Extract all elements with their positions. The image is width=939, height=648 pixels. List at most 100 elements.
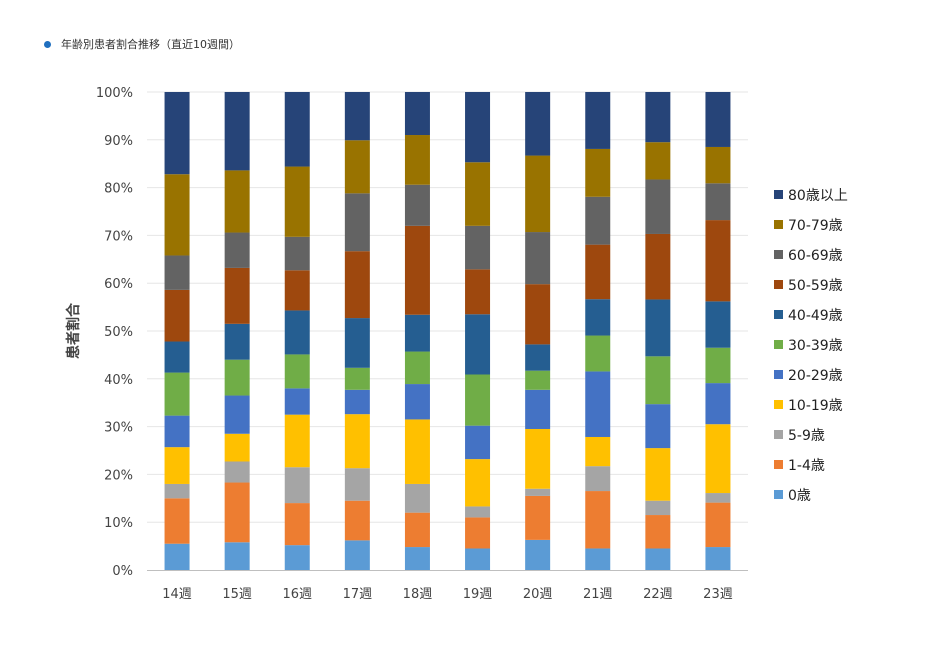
bar-segment (585, 244, 611, 300)
bar-segment (224, 92, 250, 171)
legend-label: 5-9歳 (788, 428, 825, 444)
bar-segment (164, 498, 190, 544)
legend-swatch (774, 460, 783, 469)
y-tick-label: 40% (104, 373, 133, 388)
bar-segment (284, 545, 310, 570)
bar-segment (164, 415, 190, 448)
y-axis-label: 患者割合 (65, 302, 82, 359)
bar-segment (284, 310, 310, 355)
bar-segment (344, 540, 370, 570)
bar-segment (525, 284, 551, 345)
bar-segment (164, 447, 190, 484)
legend-label: 30-39歳 (788, 338, 843, 354)
bar-segment (284, 467, 310, 504)
bar-segment (525, 370, 551, 390)
bar-segment (284, 166, 310, 237)
bar-segment (645, 179, 671, 234)
legend: 80歳以上 70-79歳 60-69歳 50-59歳 40-49歳 30-39歳 20-29… (774, 188, 848, 504)
bar-segment (465, 506, 491, 518)
y-tick-label: 100% (96, 86, 133, 101)
legend-swatch (774, 340, 783, 349)
bar-segment (164, 341, 190, 373)
bar-segment (645, 233, 671, 300)
legend-label: 60-69歳 (788, 248, 843, 264)
bar-segment (404, 184, 430, 226)
bar-segment (344, 414, 370, 469)
bar-segment (164, 174, 190, 256)
x-tick-label: 17週 (343, 587, 373, 602)
bar-segment (224, 433, 250, 462)
bar-segment (164, 92, 190, 175)
bar-segment (645, 299, 671, 357)
bar-segment (465, 225, 491, 270)
bar-segment (284, 414, 310, 468)
bar-segment (525, 92, 551, 156)
bar-segment (705, 220, 731, 302)
bar-segment (344, 468, 370, 501)
bar-segment (525, 344, 551, 371)
x-tick-label: 15週 (222, 587, 252, 602)
bar-segment (344, 140, 370, 194)
bar-segment (164, 289, 190, 342)
bars (164, 92, 731, 570)
bar-segment (705, 347, 731, 384)
chart-header: 年齢別患者割合推移（直近10週間） (44, 36, 240, 52)
y-tick-label: 0% (112, 564, 133, 579)
bar-segment (585, 371, 611, 437)
bar-segment (404, 547, 430, 570)
bar-segment (344, 193, 370, 252)
bar-segment (404, 384, 430, 420)
bar-segment (525, 232, 551, 285)
bar-segment (465, 314, 491, 375)
legend-swatch (774, 370, 783, 379)
bar-segment (344, 389, 370, 415)
bar-segment (645, 92, 671, 143)
y-tick-label: 80% (104, 182, 133, 197)
bar-segment (705, 383, 731, 425)
bar-segment (344, 367, 370, 390)
bar-segment (224, 323, 250, 360)
bar-segment (404, 483, 430, 513)
bar-segment (465, 517, 491, 549)
x-tick-label: 21週 (583, 587, 613, 602)
bar-segment (465, 374, 491, 426)
x-tick-label: 16週 (282, 587, 312, 602)
bar-segment (645, 356, 671, 405)
bar-segment (705, 301, 731, 348)
bullet-dot-icon (44, 40, 51, 48)
bar-segment (404, 135, 430, 185)
bar-segment (585, 466, 611, 492)
y-tick-label: 90% (104, 134, 133, 149)
bar-segment (525, 428, 551, 489)
bar-segment (404, 351, 430, 385)
bar-segment (525, 155, 551, 233)
legend-swatch (774, 400, 783, 409)
bar-segment (224, 359, 250, 396)
bar-segment (465, 548, 491, 570)
bar-segment (525, 539, 551, 570)
bar-segment (224, 461, 250, 483)
legend-label: 20-29歳 (788, 368, 843, 384)
x-tick-labels: 14週 15週 16週 17週 18週 19週 20週 21週 22週 23週 (162, 587, 732, 602)
bar-segment (284, 388, 310, 415)
bar-segment (404, 512, 430, 548)
y-tick-label: 70% (104, 229, 133, 244)
bar-segment (284, 354, 310, 389)
bar-segment (585, 92, 611, 149)
bar-segment (164, 543, 190, 570)
chart-title: 年齢別患者割合推移（直近10週間） (61, 38, 240, 51)
legend-label: 80歳以上 (788, 188, 848, 204)
bar-segment (585, 436, 611, 467)
bar-segment (284, 92, 310, 167)
legend-swatch (774, 250, 783, 259)
legend-swatch (774, 280, 783, 289)
bar-segment (284, 503, 310, 546)
x-tick-label: 20週 (523, 587, 553, 602)
bar-segment (224, 395, 250, 434)
bar-segment (585, 335, 611, 372)
bar-segment (525, 389, 551, 429)
legend-label: 70-79歳 (788, 218, 843, 234)
bar-segment (344, 92, 370, 141)
bar-segment (585, 148, 611, 197)
bar-segment (645, 142, 671, 180)
